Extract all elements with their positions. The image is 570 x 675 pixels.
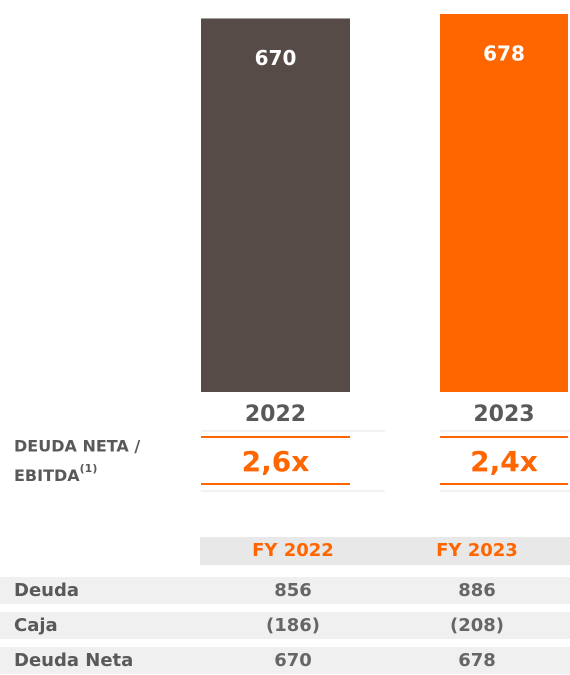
table-header: FY 2023 — [436, 540, 518, 561]
table-cell: 886 — [458, 580, 496, 601]
table-row-bg — [0, 577, 570, 604]
row-label: Deuda Neta — [14, 650, 133, 671]
ratio-value: 2,4x — [470, 445, 538, 478]
table-row-bg — [0, 647, 570, 674]
table-cell: 670 — [274, 650, 312, 671]
ratio-note: (1) — [80, 462, 98, 475]
ratio-value: 2,6x — [242, 445, 310, 478]
table-header: FY 2022 — [252, 540, 334, 561]
row-label: Deuda — [14, 580, 79, 601]
table-cell: (208) — [450, 615, 504, 636]
table-cell: (186) — [266, 615, 320, 636]
value-label: 670 — [255, 46, 297, 70]
table-header-bg — [200, 537, 570, 565]
ratio-label-text: EBITDA — [14, 466, 80, 485]
ratio-label: EBITDA(1) — [14, 462, 97, 485]
bar — [201, 18, 350, 393]
bar — [440, 14, 568, 392]
table-row-bg — [0, 612, 570, 639]
value-label: 678 — [483, 42, 525, 66]
category-label: 2022 — [245, 402, 306, 427]
ratio-label: DEUDA NETA / — [14, 437, 140, 456]
table-cell: 856 — [274, 580, 312, 601]
table-cell: 678 — [458, 650, 496, 671]
category-label: 2023 — [473, 402, 534, 427]
row-label: Caja — [14, 615, 58, 636]
